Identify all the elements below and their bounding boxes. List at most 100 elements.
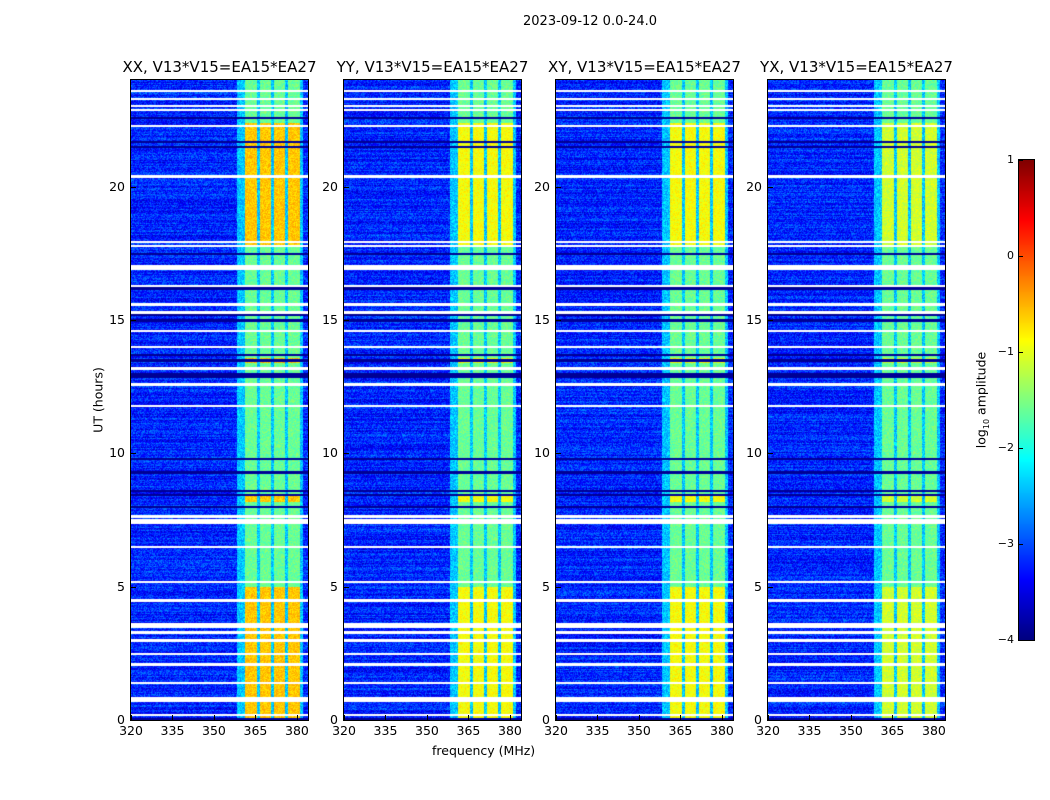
colorbar-tick-mark [1019,352,1023,353]
x-tick-mark [768,715,769,720]
x-tick-mark [809,715,811,720]
x-tick-label: 335 [373,723,398,738]
y-tick-label: 20 [109,178,125,194]
y-tick-label: 15 [322,312,338,327]
x-tick-label: 365 [668,723,693,738]
colorbar-tick-label: −4 [997,633,1014,646]
colorbar-tick-mark [1019,544,1023,545]
y-tick-mark [131,586,136,588]
x-tick-label: 365 [880,723,905,738]
y-tick-label: 10 [109,445,125,461]
heatmap-image [556,80,733,720]
x-tick-mark [721,715,723,720]
x-tick-mark [680,715,682,720]
y-tick-mark [131,453,136,455]
y-tick-label: 5 [117,578,125,594]
x-tick-mark [213,715,215,720]
x-tick-mark [344,715,345,720]
colorbar-tick-label: −2 [997,441,1014,454]
y-tick-label: 15 [746,312,762,327]
y-tick-mark [344,586,349,588]
y-tick-mark [556,453,561,455]
y-tick-label: 0 [117,712,125,727]
waterfall-panel-1 [130,79,309,721]
colorbar-tick-label: −1 [997,345,1014,358]
y-tick-label: 0 [754,712,762,727]
y-tick-label: 20 [534,178,550,194]
y-tick-mark [556,720,561,721]
colorbar-tick-mark [1019,448,1023,449]
x-tick-label: 335 [160,723,185,738]
x-tick-label: 365 [456,723,481,738]
y-tick-mark [768,320,773,321]
y-tick-mark [131,720,136,721]
heatmap-image [768,80,945,720]
y-tick-label: 10 [322,445,338,461]
x-tick-label: 380 [922,723,946,738]
x-tick-mark [597,715,599,720]
x-tick-mark [172,715,174,720]
colorbar-tick-label: −3 [997,537,1014,550]
y-tick-mark [768,586,773,588]
x-tick-mark [131,715,132,720]
x-tick-mark [638,715,640,720]
y-tick-label: 15 [534,312,550,327]
y-tick-mark [344,320,349,321]
x-tick-label: 350 [415,723,439,738]
x-tick-label: 350 [627,723,651,738]
y-tick-label: 5 [542,578,550,594]
colorbar-label-rest: amplitude [973,351,989,419]
x-tick-mark [468,715,470,720]
x-tick-label: 380 [710,723,734,738]
x-tick-label: 380 [498,723,522,738]
x-tick-label: 320 [119,723,143,738]
x-tick-label: 320 [756,723,780,738]
x-tick-mark [509,715,511,720]
x-tick-label: 335 [797,723,822,738]
heatmap-image [131,80,308,720]
y-tick-mark [131,186,136,188]
y-tick-mark [556,586,561,588]
panel-title: XY, V13*V15=EA15*EA27 [548,58,741,76]
x-tick-mark [556,715,557,720]
y-tick-label: 20 [746,178,762,194]
x-tick-label: 365 [243,723,268,738]
colorbar-label: log10 amplitude [973,352,991,448]
y-tick-mark [556,186,561,188]
x-tick-mark [933,715,935,720]
colorbar [1018,159,1035,641]
y-tick-mark [344,186,349,188]
y-tick-mark [768,720,773,721]
y-tick-mark [344,453,349,455]
x-tick-label: 320 [544,723,568,738]
x-tick-label: 380 [285,723,309,738]
y-tick-mark [131,320,136,321]
panel-title: XX, V13*V15=EA15*EA27 [122,58,317,76]
panel-title: YX, V13*V15=EA15*EA27 [760,58,953,76]
colorbar-tick-mark [1019,256,1023,257]
colorbar-tick-mark [1019,640,1023,641]
colorbar-gradient [1019,160,1034,640]
y-tick-mark [768,453,773,455]
heatmap-image [344,80,521,720]
x-tick-mark [385,715,387,720]
x-tick-mark [255,715,257,720]
y-tick-label: 20 [322,178,338,194]
colorbar-label-main: log [973,429,989,449]
y-tick-mark [768,186,773,188]
y-tick-label: 15 [109,312,125,327]
waterfall-panel-2 [343,79,522,721]
colorbar-tick-mark [1019,160,1023,161]
x-tick-label: 350 [202,723,226,738]
colorbar-label-sub: 10 [981,418,991,430]
x-axis-label: frequency (MHz) [432,743,536,758]
y-axis-label: UT (hours) [90,367,106,433]
waterfall-panel-4 [767,79,946,721]
y-tick-label: 5 [754,578,762,594]
y-tick-label: 5 [330,578,338,594]
figure-title: 2023-09-12 0.0-24.0 [523,14,657,29]
x-tick-mark [850,715,852,720]
x-tick-mark [296,715,298,720]
waterfall-panel-3 [555,79,734,721]
